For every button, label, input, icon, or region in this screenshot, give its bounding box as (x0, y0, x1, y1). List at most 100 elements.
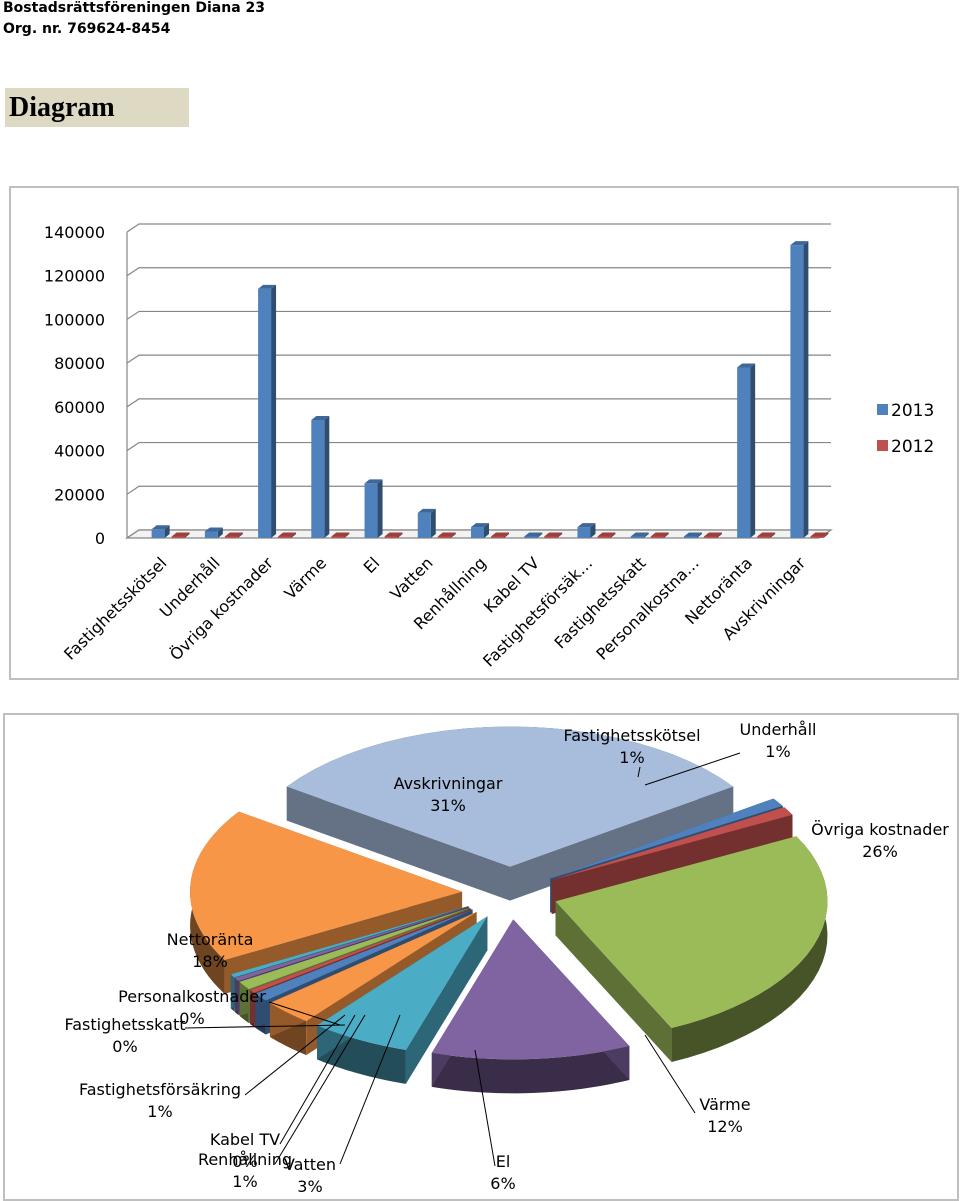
bar-2012-top (757, 532, 776, 537)
bar-2012-top (703, 532, 722, 537)
pie-chart: Avskrivningar 31% Fastighetsskötsel 1% Under… (64, 720, 949, 1196)
pie-slice-top (269, 911, 477, 1022)
bar-2012-side (823, 532, 829, 538)
bar-2012-front (171, 536, 185, 538)
bar-2013 (630, 532, 649, 538)
bar-2012-top (171, 532, 190, 537)
x-tick-label: El (360, 553, 384, 577)
bar-2013-top (258, 284, 277, 289)
bar-2013-front (737, 367, 751, 538)
bar-2013 (364, 479, 383, 538)
pie-label-percent: 12% (707, 1117, 743, 1136)
bar-2012-side (184, 532, 190, 538)
pie-label-name: Avskrivningar (394, 774, 503, 793)
bar-2013-side (430, 508, 436, 538)
bar-2012-front (757, 536, 771, 538)
pie-label-percent: 18% (192, 952, 228, 971)
bar-2013 (204, 527, 223, 538)
y-axis-wall (126, 232, 140, 540)
section-title: Diagram (5, 88, 189, 127)
bar-2013-front (630, 536, 644, 538)
bar-2013 (790, 241, 809, 538)
bar-2013-top (204, 527, 223, 532)
pie-slice-wall (555, 901, 672, 1062)
bar-2013 (258, 284, 277, 538)
bar-2013-top (417, 508, 436, 513)
bar-2012-side (770, 532, 776, 538)
bar-2012-front (384, 536, 398, 538)
pie-label-percent: 0% (112, 1037, 137, 1056)
bar-2013-top (151, 525, 170, 530)
bar-2013-side (164, 525, 170, 538)
pie-leader-line (274, 1014, 366, 1165)
bar-2013-top (311, 415, 330, 420)
pie-slice-wall (510, 786, 734, 901)
bar-2013-top (577, 523, 596, 528)
pie-slice (555, 836, 828, 1062)
pie-label-name: El (496, 1152, 511, 1171)
pie-label-percent: 6% (490, 1174, 515, 1193)
bar-2013-front (311, 419, 325, 538)
bar-2013-side (271, 284, 277, 538)
pie-slice-wall (286, 786, 510, 901)
bar-2012-top (224, 532, 243, 537)
pie-slice-top (286, 726, 734, 867)
bar-2012 (544, 532, 563, 538)
gridline (126, 441, 831, 452)
bar-2012-top (491, 532, 509, 537)
bar-2012 (384, 532, 403, 538)
pie-slice-top (234, 906, 469, 981)
pie-slice-top (551, 807, 793, 880)
bar-2013-side (484, 523, 489, 538)
bar-2013 (524, 532, 543, 538)
bar-2012-side (237, 532, 243, 538)
bar-2013-side (803, 241, 809, 538)
bar-2012-top (597, 532, 616, 537)
bar-2012-side (504, 532, 509, 538)
bar-2013 (417, 508, 436, 538)
pie-slice-top (317, 916, 488, 1050)
pie-label-name: Personalkostnader (118, 987, 266, 1006)
x-tick-label: Fastighetsskötsel (60, 553, 170, 663)
bar-2012-front (437, 536, 451, 538)
pie-label-percent: 1% (765, 742, 790, 761)
bar-2012 (278, 532, 297, 538)
bar-2013-front (204, 531, 218, 538)
bar-2012-top (384, 532, 403, 537)
y-tick-label: 20000 (54, 485, 105, 504)
pie-chart-frame: Avskrivningar 31% Fastighetsskötsel 1% Under… (3, 713, 959, 1201)
pie-slice-top (190, 811, 463, 960)
pie-label-name: Fastighetsförsäkring (79, 1080, 241, 1099)
pie-slice-rim (431, 1045, 630, 1094)
y-tick-label: 40000 (54, 442, 105, 461)
bar-2013 (683, 532, 702, 538)
bar-2012-top (810, 532, 829, 537)
bar-2012-front (331, 536, 345, 538)
bar-2013-side (377, 479, 383, 538)
bar-2012 (224, 532, 243, 538)
bar-2013-side (590, 523, 596, 538)
y-tick-label: 120000 (44, 267, 105, 286)
pie-label-name: Kabel TV (210, 1130, 280, 1149)
bar-2013-front (471, 527, 484, 538)
pie-leader-line (474, 1049, 496, 1167)
gridline (126, 398, 831, 408)
bar-2013 (311, 415, 330, 538)
bar-2013 (471, 523, 489, 538)
x-tick-label: Övriga kostnader (166, 553, 277, 664)
pie-slice-top (550, 798, 783, 879)
pie-label-percent: 1% (232, 1172, 257, 1191)
pie-slice-rim (671, 836, 828, 1062)
pie-leader-line (644, 752, 741, 786)
bar-2012 (757, 532, 776, 538)
pie-slice-top (250, 908, 472, 993)
bar-2013-side (643, 532, 649, 538)
pie-label-percent: 0% (232, 1152, 257, 1171)
bar-2012-top (544, 532, 563, 537)
organization-number: Org. nr. 769624-8454 (3, 21, 171, 37)
bar-2012-front (703, 536, 717, 538)
bar-2013-front (417, 512, 431, 538)
pie-slice (431, 919, 630, 1094)
pie-leader-line (339, 1014, 401, 1165)
pie-leader-line (268, 1001, 341, 1026)
